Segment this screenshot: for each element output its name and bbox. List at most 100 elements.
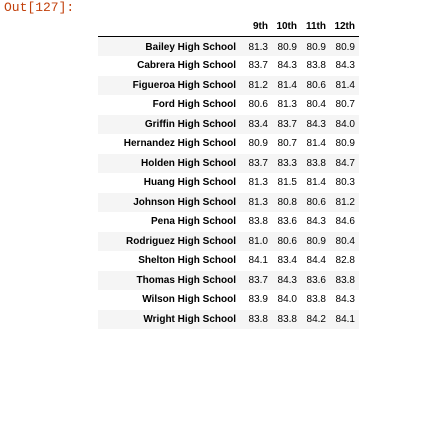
table-row: Griffin High School 83.4 83.7 84.3 84.0 bbox=[98, 114, 359, 134]
table-row: Johnson High School 81.3 80.8 80.6 81.2 bbox=[98, 192, 359, 212]
table-row: Figueroa High School 81.2 81.4 80.6 81.4 bbox=[98, 75, 359, 95]
row-index-label: Figueroa High School bbox=[132, 79, 236, 91]
row-index-label: Bailey High School bbox=[145, 42, 236, 53]
row-index-label: Griffin High School bbox=[144, 118, 236, 130]
table-cell: 83.7 bbox=[248, 274, 268, 286]
row-index-label: Rodriguez High School bbox=[126, 235, 236, 247]
table-cell: 84.3 bbox=[306, 216, 326, 228]
table-cell: 80.4 bbox=[306, 99, 326, 111]
table-cell: 84.3 bbox=[306, 118, 326, 130]
table-cell: 84.0 bbox=[335, 118, 355, 130]
table-cell: 80.9 bbox=[248, 138, 268, 150]
row-index-label: Wright High School bbox=[143, 313, 236, 325]
table-cell: 84.3 bbox=[335, 294, 355, 306]
table-cell: 81.4 bbox=[335, 79, 355, 91]
row-index-label: Pena High School bbox=[150, 216, 236, 228]
table-cell: 83.8 bbox=[248, 216, 268, 228]
table-cell: 83.8 bbox=[306, 157, 326, 169]
row-index-label: Ford High School bbox=[152, 99, 236, 111]
header-row: 9th 10th 11th 12th bbox=[98, 16, 359, 37]
table-cell: 80.9 bbox=[277, 42, 297, 53]
row-index-label: Johnson High School bbox=[133, 196, 236, 208]
table-row: Ford High School 80.6 81.3 80.4 80.7 bbox=[98, 95, 359, 115]
table-row: Bailey High School 81.3 80.9 80.9 80.9 bbox=[98, 36, 359, 56]
table-cell: 84.2 bbox=[306, 313, 326, 325]
output-prompt: Out[127]: bbox=[4, 0, 75, 15]
dataframe-table: 9th 10th 11th 12th Bailey High School 81.… bbox=[98, 16, 359, 329]
table-cell: 84.4 bbox=[306, 255, 326, 267]
row-index-label: Thomas High School bbox=[136, 274, 236, 286]
row-index-label: Hernandez High School bbox=[123, 138, 236, 150]
column-header-12th: 12th bbox=[330, 16, 359, 37]
table-cell: 84.3 bbox=[335, 60, 355, 72]
table-cell: 81.4 bbox=[277, 79, 297, 91]
table-cell: 83.7 bbox=[248, 157, 268, 169]
table-cell: 80.9 bbox=[335, 138, 355, 150]
table-cell: 83.6 bbox=[277, 216, 297, 228]
row-index-label: Holden High School bbox=[141, 157, 236, 169]
table-row: Hernandez High School 80.9 80.7 81.4 80.9 bbox=[98, 134, 359, 154]
table-row: Cabrera High School 83.7 84.3 83.8 84.3 bbox=[98, 56, 359, 76]
table-row: Pena High School 83.8 83.6 84.3 84.6 bbox=[98, 212, 359, 232]
table-row: Huang High School 81.3 81.5 81.4 80.3 bbox=[98, 173, 359, 193]
table-cell: 80.6 bbox=[306, 196, 326, 208]
table-cell: 83.8 bbox=[306, 294, 326, 306]
table-cell: 83.4 bbox=[277, 255, 297, 267]
dataframe-output: 9th 10th 11th 12th Bailey High School 81.… bbox=[98, 16, 359, 329]
table-row: Shelton High School 84.1 83.4 84.4 82.8 bbox=[98, 251, 359, 271]
table-row: Thomas High School 83.7 84.3 83.6 83.8 bbox=[98, 270, 359, 290]
table-row: Wright High School 83.8 83.8 84.2 84.1 bbox=[98, 309, 359, 329]
table-cell: 81.2 bbox=[248, 79, 268, 91]
table-cell: 84.0 bbox=[277, 294, 297, 306]
table-cell: 80.6 bbox=[248, 99, 268, 111]
column-header-11th: 11th bbox=[301, 16, 330, 37]
table-cell: 81.0 bbox=[248, 235, 268, 247]
table-cell: 80.6 bbox=[306, 79, 326, 91]
table-cell: 80.6 bbox=[277, 235, 297, 247]
row-index-label: Huang High School bbox=[143, 177, 236, 189]
table-cell: 80.9 bbox=[306, 42, 326, 53]
row-index-label: Wilson High School bbox=[142, 294, 236, 306]
table-cell: 80.4 bbox=[335, 235, 355, 247]
table-cell: 81.3 bbox=[248, 42, 268, 53]
table-row: Wilson High School 83.9 84.0 83.8 84.3 bbox=[98, 290, 359, 310]
table-cell: 81.2 bbox=[335, 196, 355, 208]
table-cell: 83.7 bbox=[248, 60, 268, 72]
table-cell: 84.6 bbox=[335, 216, 355, 228]
table-cell: 80.9 bbox=[335, 42, 355, 53]
table-cell: 80.3 bbox=[335, 177, 355, 189]
table-header: 9th 10th 11th 12th bbox=[98, 16, 359, 37]
table-cell: 83.3 bbox=[277, 157, 297, 169]
table-body: Bailey High School 81.3 80.9 80.9 80.9 Cabrer… bbox=[98, 36, 359, 329]
table-cell: 83.9 bbox=[248, 294, 268, 306]
table-cell: 83.7 bbox=[277, 118, 297, 130]
table-cell: 84.3 bbox=[277, 60, 297, 72]
column-header-9th: 9th bbox=[243, 16, 272, 37]
table-cell: 81.5 bbox=[277, 177, 297, 189]
table-cell: 81.4 bbox=[306, 138, 326, 150]
table-cell: 82.8 bbox=[335, 255, 355, 267]
table-cell: 84.7 bbox=[335, 157, 355, 169]
table-cell: 83.8 bbox=[306, 60, 326, 72]
table-cell: 81.3 bbox=[248, 196, 268, 208]
column-header-10th: 10th bbox=[272, 16, 301, 37]
table-cell: 84.1 bbox=[335, 313, 355, 325]
table-cell: 80.8 bbox=[277, 196, 297, 208]
table-cell: 83.6 bbox=[306, 274, 326, 286]
table-cell: 81.3 bbox=[248, 177, 268, 189]
table-cell: 83.4 bbox=[248, 118, 268, 130]
table-cell: 81.3 bbox=[277, 99, 297, 111]
table-cell: 80.7 bbox=[277, 138, 297, 150]
table-cell: 83.8 bbox=[277, 313, 297, 325]
table-row: Holden High School 83.7 83.3 83.8 84.7 bbox=[98, 153, 359, 173]
table-cell: 80.9 bbox=[306, 235, 326, 247]
row-index-label: Shelton High School bbox=[138, 255, 236, 267]
table-row: Rodriguez High School 81.0 80.6 80.9 80.4 bbox=[98, 231, 359, 251]
table-cell: 84.1 bbox=[248, 255, 268, 267]
table-cell: 84.3 bbox=[277, 274, 297, 286]
table-cell: 80.7 bbox=[335, 99, 355, 111]
index-header bbox=[98, 16, 243, 37]
table-cell: 83.8 bbox=[248, 313, 268, 325]
row-index-label: Cabrera High School bbox=[137, 60, 236, 72]
table-cell: 83.8 bbox=[335, 274, 355, 286]
